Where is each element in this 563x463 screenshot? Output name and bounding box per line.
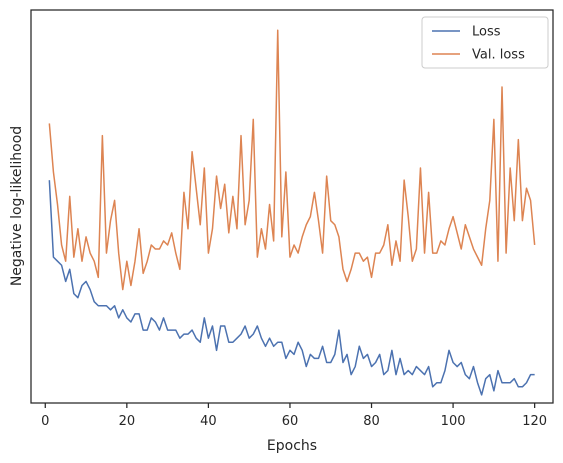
legend: Loss Val. loss — [421, 16, 549, 69]
x-tick-label: 0 — [41, 414, 49, 429]
x-tick-label: 60 — [282, 414, 299, 429]
x-tick-label: 80 — [363, 414, 380, 429]
series-layer — [48, 29, 536, 396]
legend-entry-val-loss: Val. loss — [472, 48, 525, 63]
x-tick-label: 120 — [522, 414, 547, 429]
axes-frame — [30, 9, 554, 404]
series-line-loss — [48, 180, 535, 396]
legend-entry-loss: Loss — [472, 25, 501, 40]
x-tick-label: 40 — [200, 414, 217, 429]
series-line-val-loss — [48, 29, 536, 291]
x-axis-label: Epochs — [267, 438, 317, 454]
x-tick-label: 100 — [441, 414, 466, 429]
legend-box — [421, 16, 549, 69]
x-tick-label: 20 — [119, 414, 136, 429]
x-axis: 0 20 40 60 80 100 120 — [41, 403, 547, 429]
y-axis-label: Negative log-likelihood — [9, 126, 25, 286]
